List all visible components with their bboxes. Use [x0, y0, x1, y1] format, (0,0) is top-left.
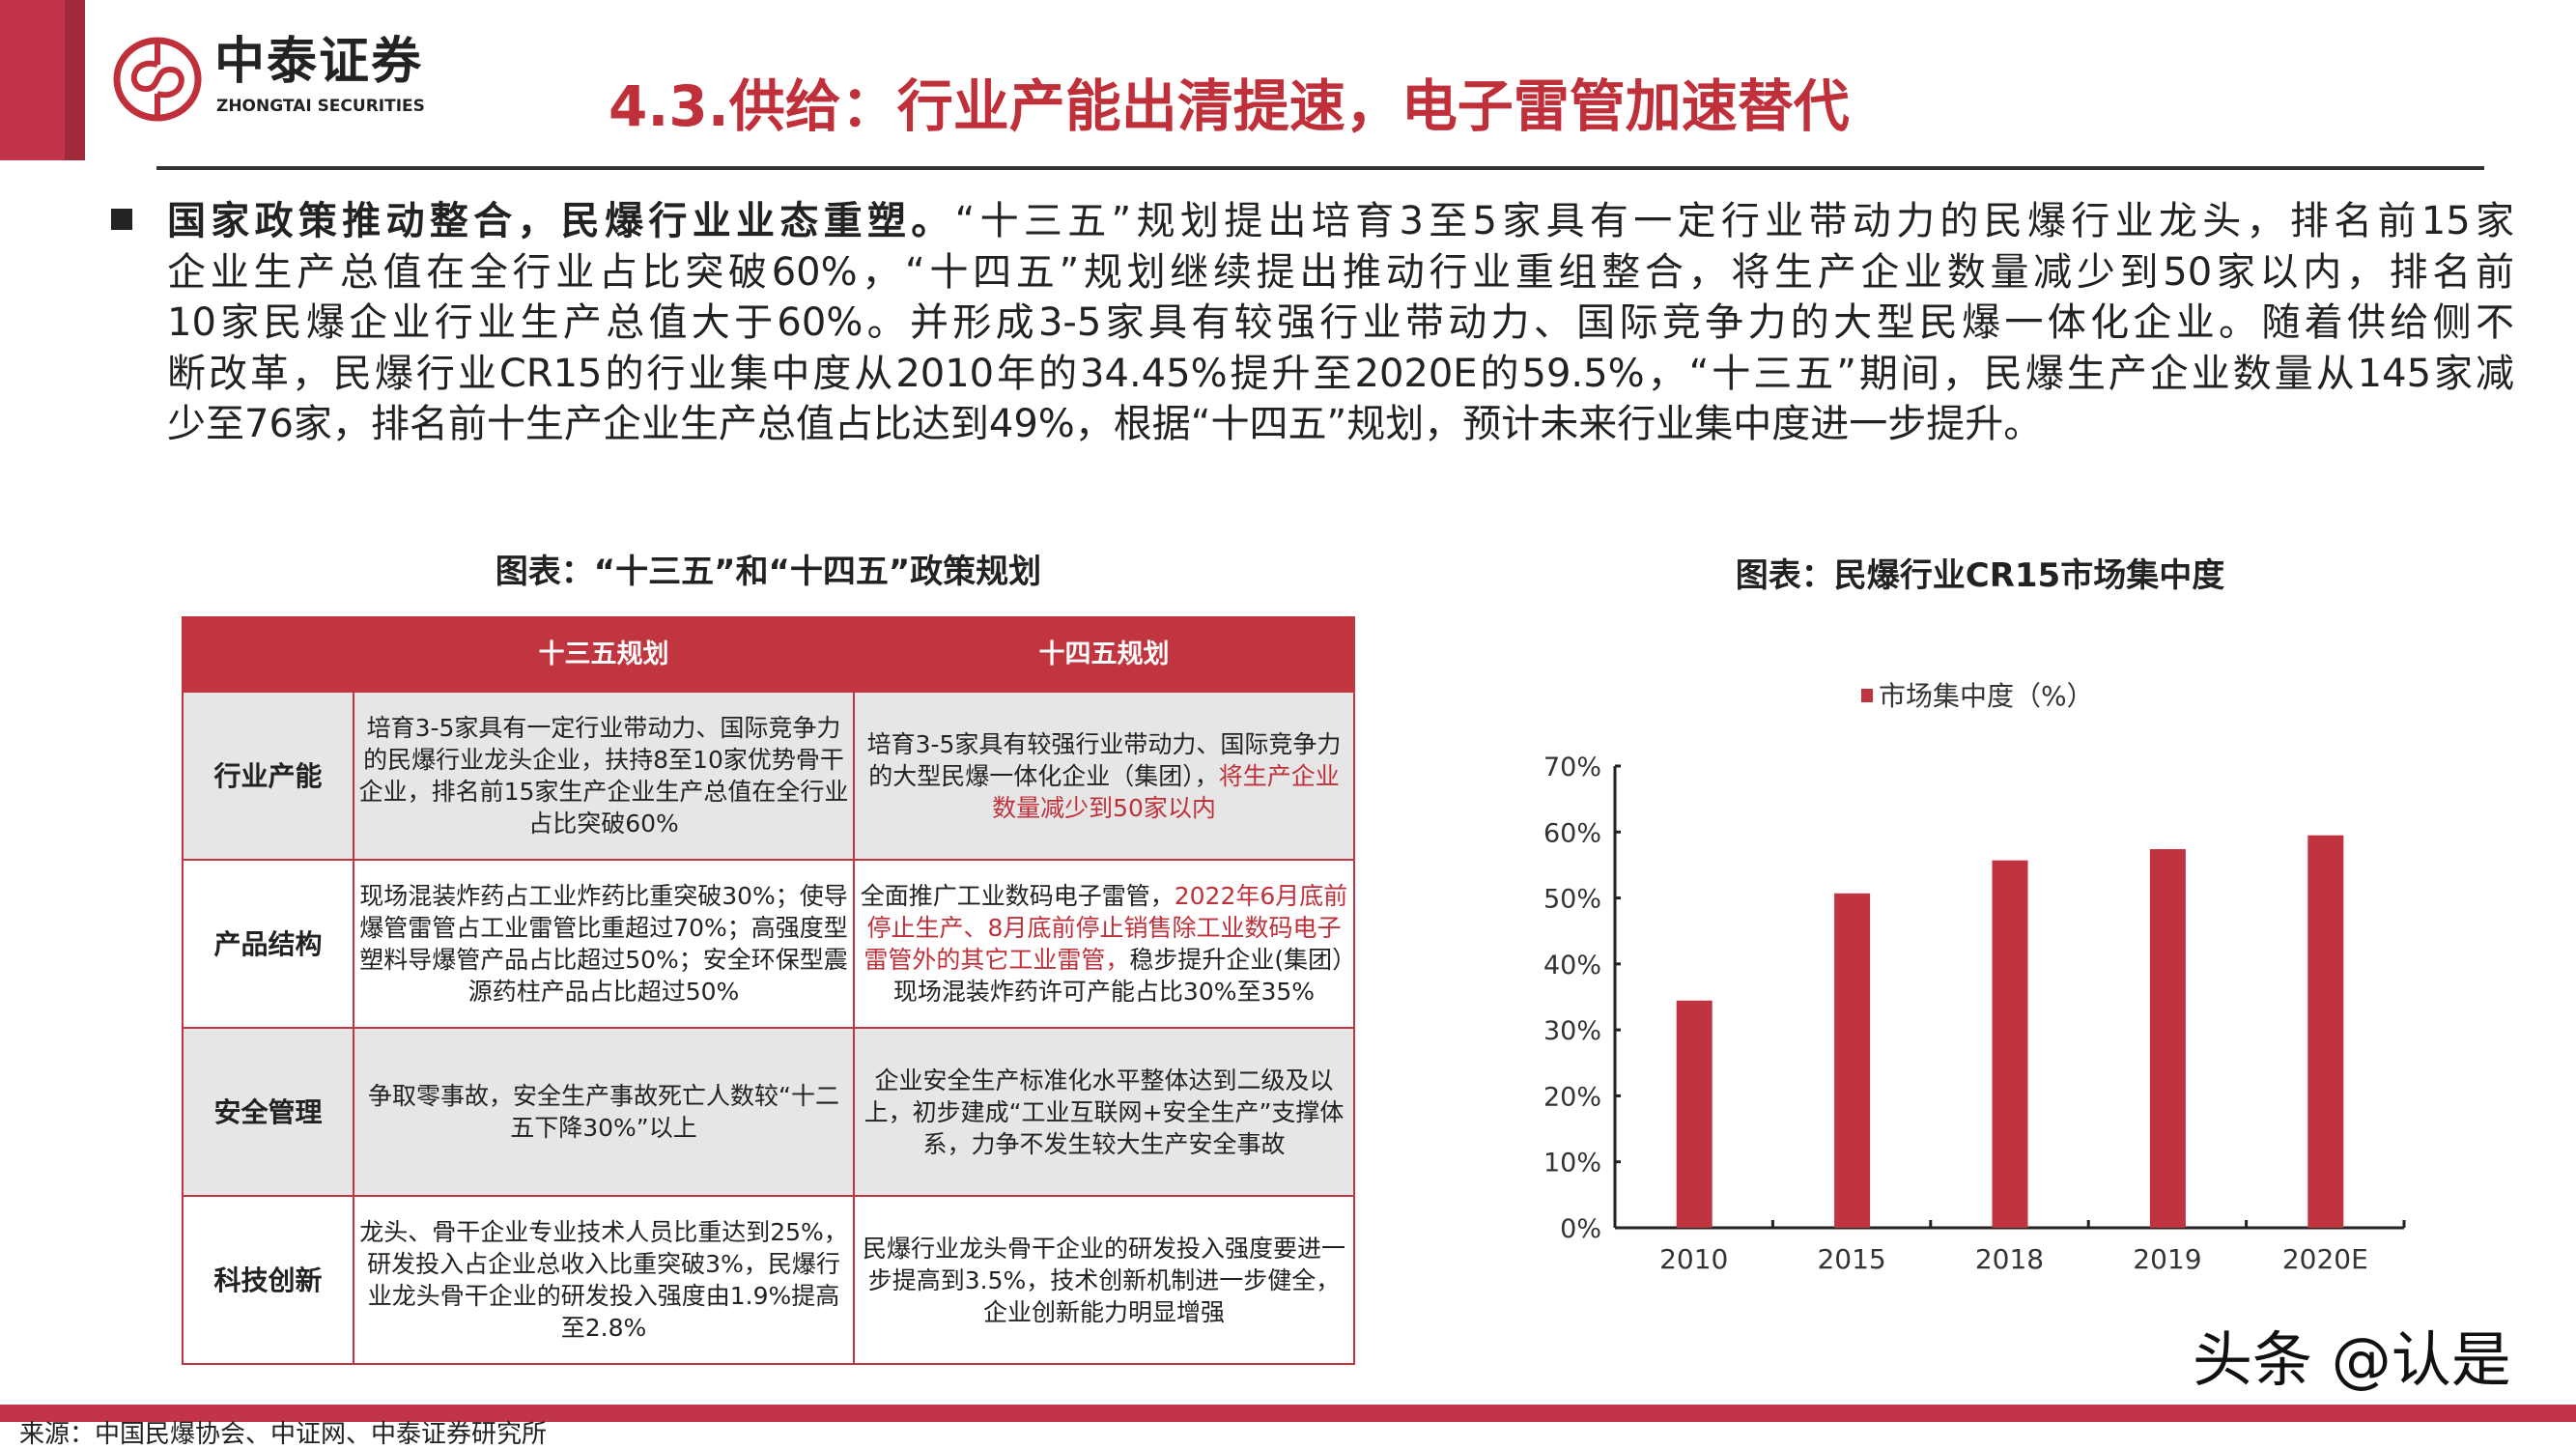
table-cell: 企业安全生产标准化水平整体达到二级及以上，初步建成“工业互联网+安全生产”支撑体…	[853, 1027, 1355, 1197]
y-tick-label: 0%	[1560, 1214, 1601, 1244]
footer-red-bar	[0, 1405, 2576, 1422]
logo-text-en: ZHONGTAI SECURITIES	[216, 97, 425, 116]
page-title: 4.3.供给：行业产能出清提速，电子雷管加速替代	[609, 73, 1850, 139]
table-header: 十四五规划	[853, 616, 1355, 693]
source-note: 来源：中国民爆协会、中证网、中泰证券研究所	[19, 1420, 548, 1449]
row-label: 行业产能	[182, 691, 354, 861]
policy-table: 十三五规划 十四五规划 行业产能 培育3-5家具有一定行业带动力、国际竞争力的民…	[182, 616, 1355, 1365]
x-tick-label: 2018	[1975, 1243, 2044, 1275]
x-tick-label: 2019	[2133, 1243, 2201, 1275]
paragraph-line: 断改革，民爆行业CR15的行业集中度从2010年的34.45%提升至2020E的…	[167, 351, 2514, 396]
bar-2020E	[2307, 835, 2344, 1228]
cr15-bar-chart: 市场集中度（%） 0% 10% 20% 30% 40% 50% 60% 70% 2010 2015 2…	[1543, 680, 2406, 1275]
table-cell: 培育3-5家具有较强行业带动力、国际竞争力的大型民爆一体化企业（集团），将生产企…	[853, 691, 1355, 861]
zhongtai-logo-icon	[113, 37, 202, 122]
header-divider	[156, 166, 2484, 170]
header-red-bar-dark	[65, 0, 85, 160]
paragraph-line: 企业生产总值在全行业占比突破60%，“十四五”规划继续提出推动行业重组整合，将生…	[167, 249, 2514, 295]
y-tick-label: 30%	[1543, 1016, 1601, 1046]
table-cell: 培育3-5家具有一定行业带动力、国际竞争力的民爆行业龙头企业，扶持8至10家优势…	[353, 691, 855, 861]
table-row: 行业产能 培育3-5家具有一定行业带动力、国际竞争力的民爆行业龙头企业，扶持8至…	[182, 691, 1355, 861]
bar-2019	[2149, 849, 2186, 1228]
table-cell: 全面推广工业数码电子雷管，2022年6月底前停止生产、8月底前停止销售除工业数码…	[853, 859, 1355, 1029]
x-tick-label: 2020E	[2282, 1243, 2368, 1275]
bar-2018	[1992, 860, 2028, 1228]
table-title: 图表：“十三五”和“十四五”政策规划	[495, 553, 1042, 591]
row-label: 安全管理	[182, 1027, 354, 1197]
table-cell: 现场混装炸药占工业炸药比重突破30%；使导爆管雷管占工业雷管比重超过70%；高强…	[353, 859, 855, 1029]
y-tick-label: 50%	[1543, 885, 1601, 915]
cell-highlight: 将生产企业数量减少到50家以内	[992, 761, 1340, 822]
cell-text: 全面推广工业数码电子雷管，	[860, 882, 1175, 910]
table-header: 十三五规划	[353, 616, 855, 693]
logo-text-cn: 中泰证券	[214, 33, 424, 91]
chart-title: 图表：民爆行业CR15市场集中度	[1735, 556, 2225, 595]
cell-text: 培育3-5家具有较强行业带动力、国际竞争力的大型民爆一体化企业（集团），	[866, 729, 1342, 790]
bullet-square-icon	[111, 209, 132, 230]
paragraph-line: 国家政策推动整合，民爆行业业态重塑。“十三五”规划提出培育3至5家具有一定行业带…	[167, 196, 2514, 247]
table-row: 产品结构 现场混装炸药占工业炸药比重突破30%；使导爆管雷管占工业雷管比重超过7…	[182, 859, 1355, 1029]
legend-swatch	[1861, 689, 1873, 702]
paragraph-lead: 国家政策推动整合，民爆行业业态重塑。	[167, 199, 955, 243]
x-tick-label: 2015	[1817, 1243, 1885, 1275]
table-cell: 龙头、骨干企业专业技术人员比重达到25%，研发投入占企业总收入比重突破3%，民爆…	[353, 1195, 855, 1365]
bar-2010	[1676, 1000, 1713, 1228]
bar-2015	[1834, 893, 1871, 1228]
table-cell: 争取零事故，安全生产事故死亡人数较“十二五下降30%”以上	[353, 1027, 855, 1197]
row-label: 产品结构	[182, 859, 354, 1029]
table-header-blank	[182, 616, 354, 693]
cell-text: 稳步提升企业(集团）现场混装炸药许可产能占比30%至35%	[892, 946, 1345, 1006]
header-red-bar	[0, 0, 65, 160]
table-row: 安全管理 争取零事故，安全生产事故死亡人数较“十二五下降30%”以上 企业安全生…	[182, 1027, 1355, 1197]
cell-highlight: 2022年6月底前停止生产、8月底前停止销售除工业数码电子雷管外的其它工业雷管，	[863, 882, 1348, 974]
legend-label: 市场集中度（%）	[1879, 680, 2094, 712]
table-cell: 民爆行业龙头骨干企业的研发投入强度要进一步提高到3.5%，技术创新机制进一步健全…	[853, 1195, 1355, 1365]
y-tick-label: 10%	[1543, 1149, 1601, 1179]
y-tick-label: 60%	[1543, 818, 1601, 848]
paragraph-text: “十三五”规划提出培育3至5家具有一定行业带动力的民爆行业龙头，排名前15家	[954, 199, 2515, 243]
x-tick-label: 2010	[1659, 1243, 1728, 1275]
row-label: 科技创新	[182, 1195, 354, 1365]
table-header-row: 十三五规划 十四五规划	[182, 616, 1355, 693]
y-tick-label: 70%	[1543, 753, 1601, 782]
body-paragraph: 国家政策推动整合，民爆行业业态重塑。“十三五”规划提出培育3至5家具有一定行业带…	[167, 196, 2514, 450]
watermark: 头条 @认是	[2193, 1324, 2511, 1395]
y-tick-label: 20%	[1543, 1082, 1601, 1112]
table-row: 科技创新 龙头、骨干企业专业技术人员比重达到25%，研发投入占企业总收入比重突破…	[182, 1195, 1355, 1365]
paragraph-line: 少至76家，排名前十生产企业生产总值占比达到49%，根据“十四五”规划，预计未来…	[167, 402, 2043, 446]
y-tick-label: 40%	[1543, 951, 1601, 980]
paragraph-line: 10家民爆企业行业生产总值大于60%。并形成3-5家具有较强行业带动力、国际竞争…	[167, 300, 2514, 345]
